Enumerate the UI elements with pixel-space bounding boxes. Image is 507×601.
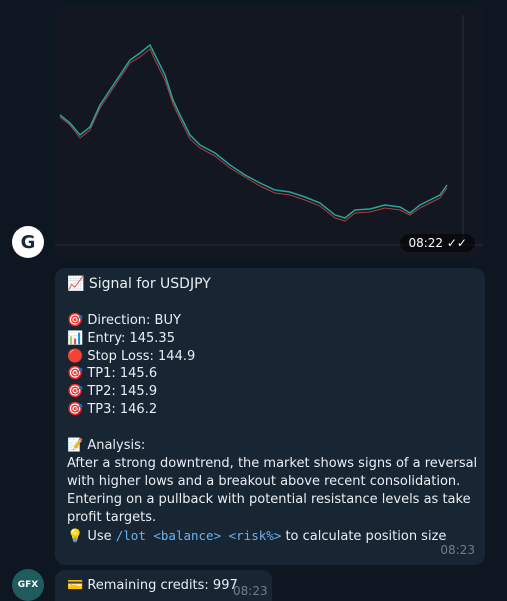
avatar-label: GFX [17, 580, 39, 590]
stop-loss: 🔴 Stop Loss: 144.9 [67, 349, 196, 364]
time-text: 08:22 [408, 236, 444, 250]
tp3: 🎯 TP3: 146.2 [67, 402, 158, 417]
analysis-text: After a strong downtrend, the market sho… [67, 456, 478, 525]
message-time: 08:22 ✓✓ [400, 234, 475, 252]
message-time: 08:23 [233, 584, 268, 598]
tp1: 🎯 TP1: 145.6 [67, 366, 158, 381]
credits-text: 💳 Remaining credits: 997 [67, 578, 238, 593]
credits-message[interactable]: 💳 Remaining credits: 997 08:23 [55, 570, 272, 601]
image-background [55, 5, 483, 258]
price-path-shadow [59, 48, 448, 222]
tp2: 🎯 TP2: 145.9 [67, 384, 158, 399]
chart-image[interactable]: 08:22 ✓✓ [55, 5, 483, 258]
usage-prefix: 💡 Use [67, 529, 116, 544]
signal-message[interactable]: 📈 Signal for USDJPY 🎯 Direction: BUY 📊 E… [55, 268, 485, 565]
bot-avatar[interactable]: GFX [12, 569, 44, 601]
chart-image-graphic [55, 5, 483, 258]
analysis-heading: 📝 Analysis: [67, 438, 146, 453]
usage-suffix: to calculate position size [281, 529, 447, 544]
avatar-letter: G [20, 231, 36, 253]
command[interactable]: /lot <balance> <risk%> [115, 528, 282, 543]
sender-avatar[interactable]: G [12, 226, 44, 258]
signal-title: 📈 Signal for USDJPY [67, 276, 211, 292]
price-path [59, 43, 448, 219]
message-time: 08:23 [440, 543, 475, 557]
entry: 📊 Entry: 145.35 [67, 331, 175, 346]
direction: 🎯 Direction: BUY [67, 313, 181, 328]
usage-hint: 💡 Use /lot <balance> <risk%> to calculat… [67, 527, 446, 546]
